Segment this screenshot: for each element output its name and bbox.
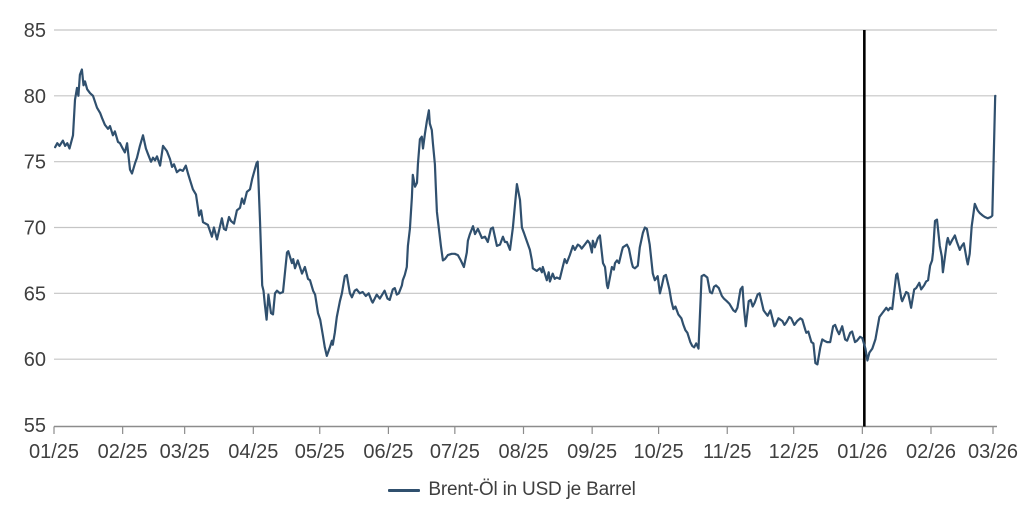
- y-axis-tick-label: 85: [24, 20, 46, 42]
- x-axis-tick-label: 03/26: [968, 441, 1018, 463]
- x-axis-tick-label: 11/25: [703, 441, 752, 463]
- y-axis-tick-label: 55: [24, 415, 46, 437]
- y-axis-tick-label: 75: [24, 152, 46, 174]
- legend-label: Brent-Öl in USD je Barrel: [428, 479, 636, 500]
- y-axis-tick-label: 70: [24, 218, 46, 240]
- legend: Brent-Öl in USD je Barrel: [0, 479, 1024, 501]
- x-axis-tick-label: 04/25: [228, 441, 278, 463]
- y-axis-tick-label: 60: [24, 349, 46, 371]
- x-axis-tick-label: 01/25: [29, 441, 79, 463]
- x-axis-tick-label: 08/25: [498, 441, 548, 463]
- x-axis-tick-label: 01/26: [837, 441, 887, 463]
- x-axis-tick-label: 02/25: [98, 441, 148, 463]
- y-axis-tick-label: 80: [24, 86, 46, 108]
- x-axis-tick-label: 10/25: [634, 441, 684, 463]
- legend-line-swatch: [388, 488, 421, 492]
- x-axis-tick-label: 03/25: [160, 441, 210, 463]
- x-axis-tick-label: 05/25: [295, 441, 345, 463]
- x-axis-tick-label: 12/25: [769, 441, 819, 463]
- x-axis-tick-label: 07/25: [430, 441, 480, 463]
- y-axis-tick-label: 65: [24, 283, 46, 305]
- x-axis-tick-label: 06/25: [363, 441, 413, 463]
- price-line: [53, 68, 997, 366]
- x-axis-tick-label: 09/25: [567, 441, 617, 463]
- x-axis-tick-label: 02/26: [906, 441, 956, 463]
